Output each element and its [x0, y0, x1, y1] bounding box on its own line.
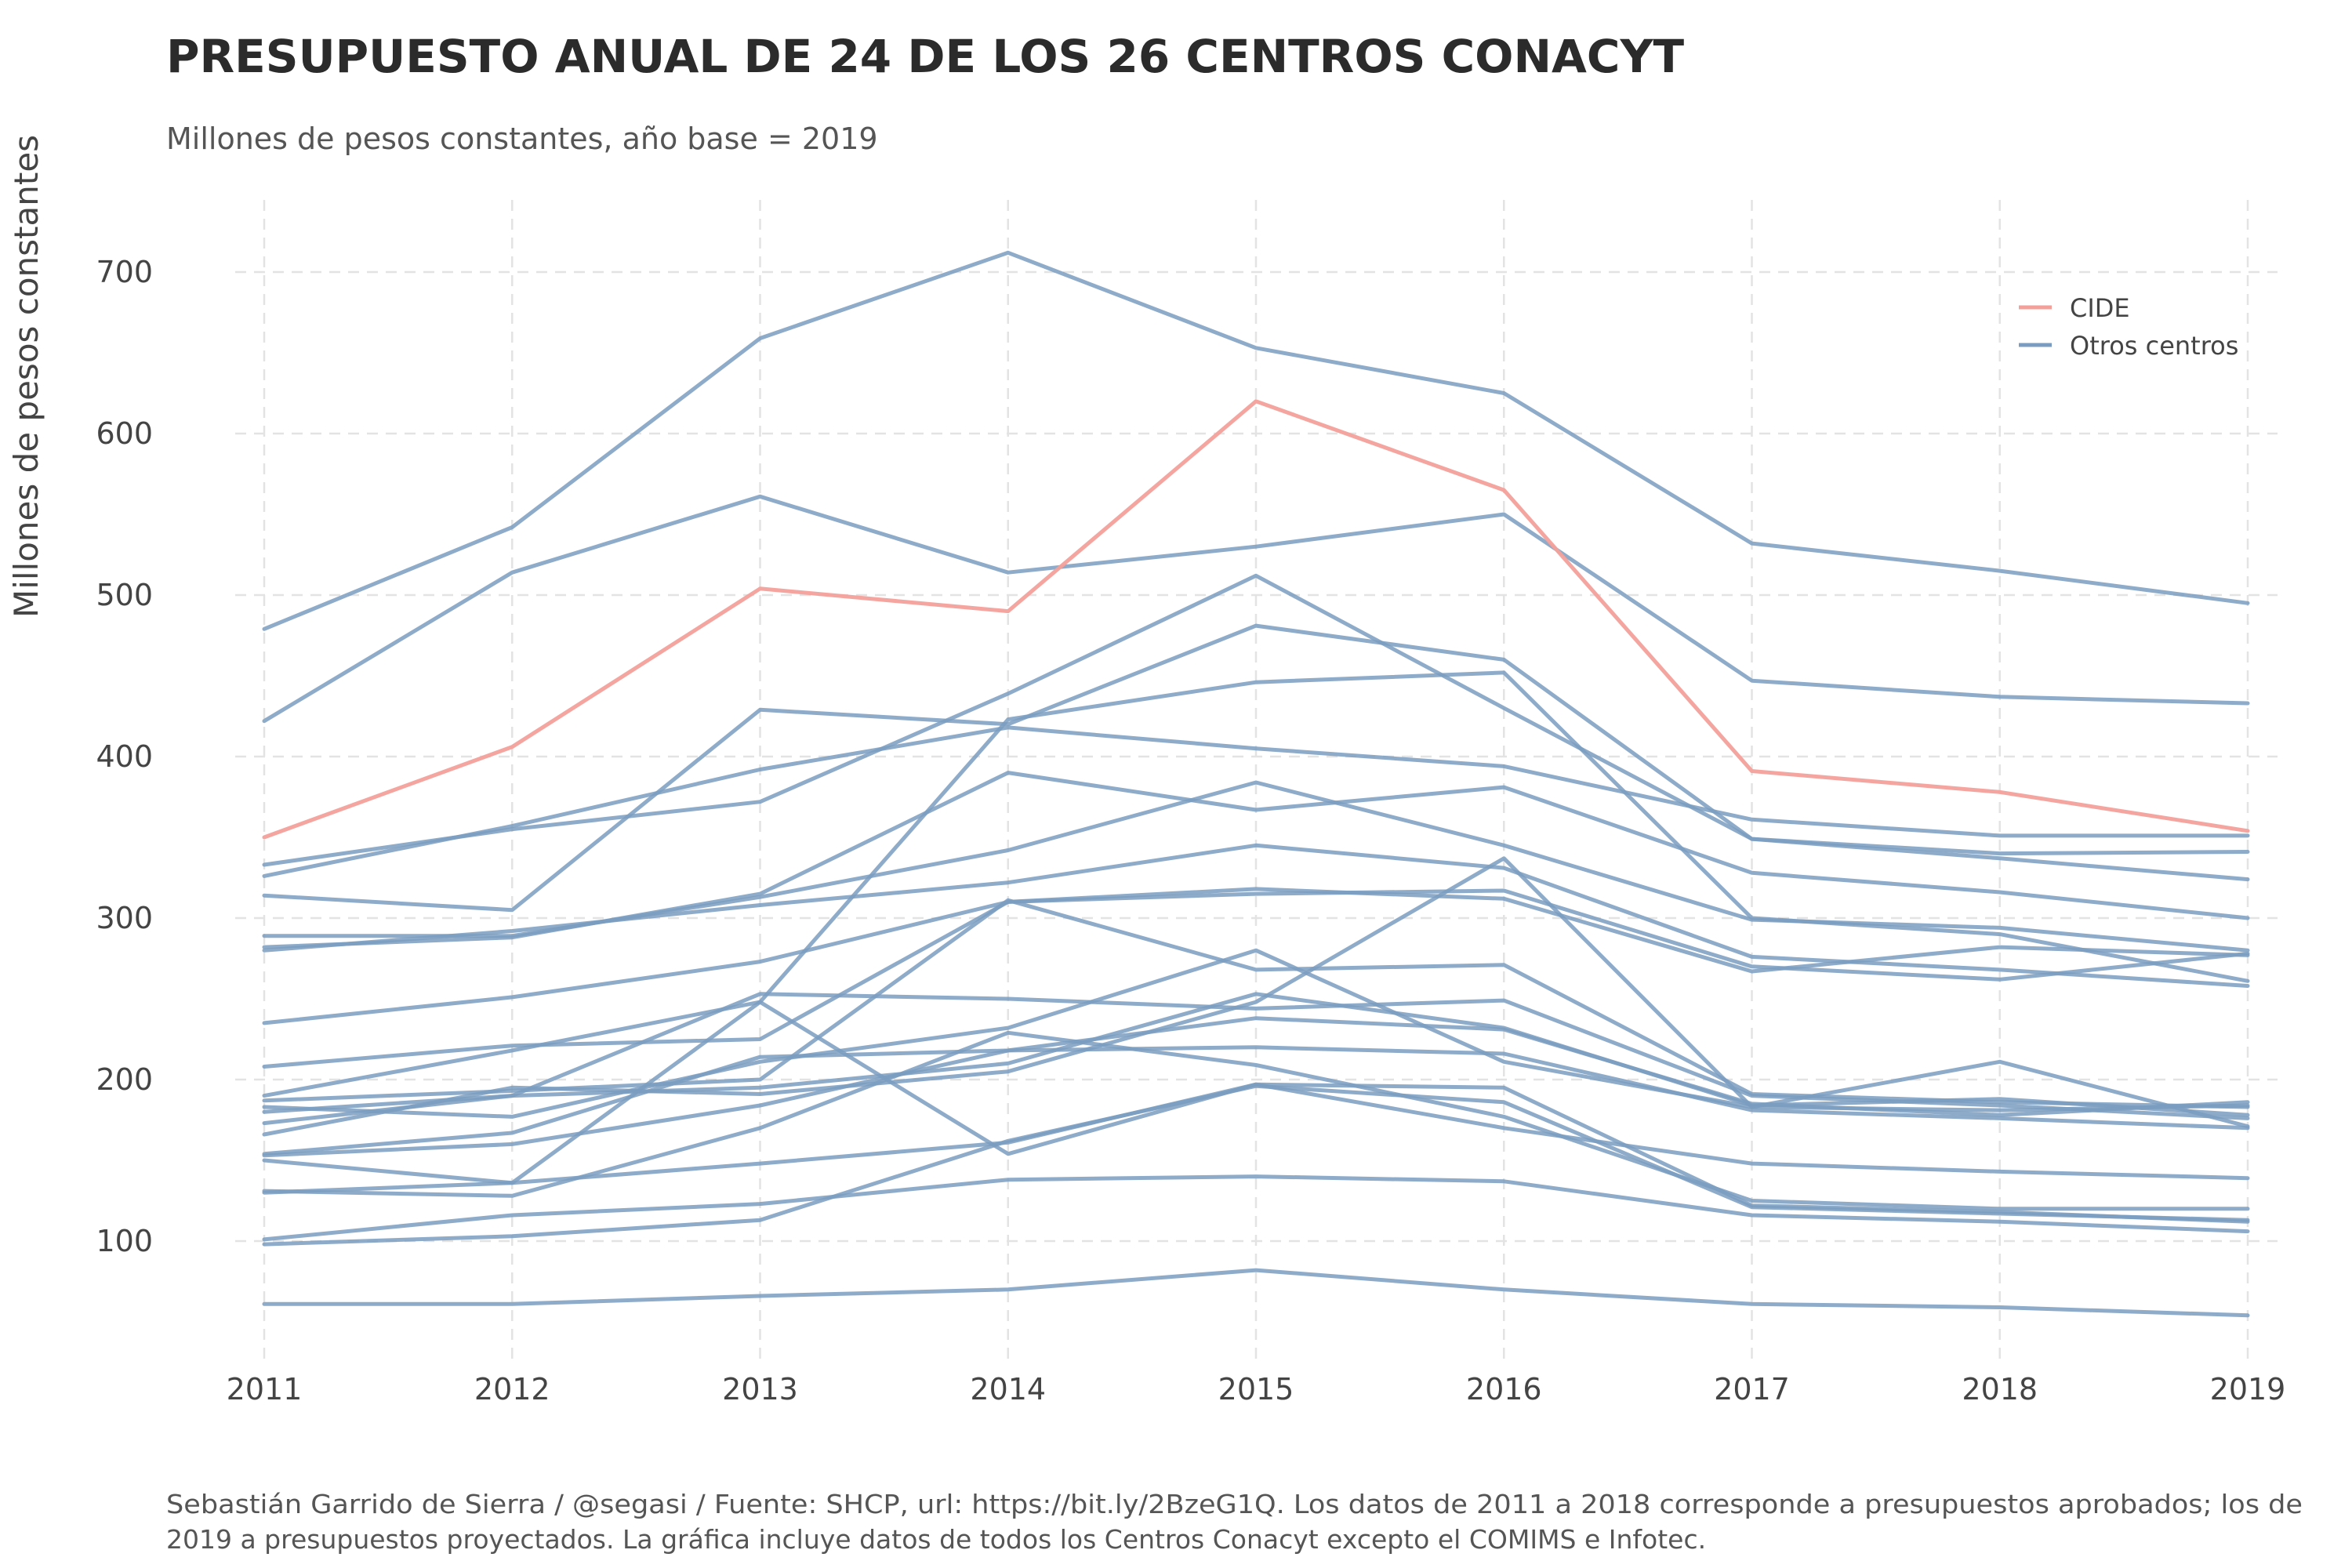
x-tick-label: 2016: [1466, 1372, 1542, 1406]
x-tick-label: 2019: [2210, 1372, 2286, 1406]
series-line-otros-centros: [262, 623, 2250, 913]
series-line-otros-centros: [262, 573, 2250, 867]
y-tick-label: 400: [96, 739, 153, 774]
series-line-otros-centros: [262, 1016, 2250, 1156]
series-line-otros-centros: [262, 948, 2250, 1119]
chart-title: PRESUPUESTO ANUAL DE 24 DE LOS 26 CENTRO…: [166, 30, 1684, 83]
y-tick-label: 600: [96, 416, 153, 451]
x-tick-label: 2013: [722, 1372, 798, 1406]
x-tick-label: 2012: [474, 1372, 550, 1406]
x-tick-label: 2017: [1714, 1372, 1790, 1406]
series-line-otros-centros: [262, 992, 2250, 1126]
x-tick-label: 2014: [970, 1372, 1046, 1406]
series-line-otros-centros: [262, 888, 2250, 1025]
series-line-otros-centros: [262, 843, 2250, 988]
series-line-otros-centros: [262, 1030, 2250, 1211]
legend: CIDE Otros centros: [2019, 293, 2238, 361]
x-tick-label: 2018: [1962, 1372, 2038, 1406]
caption-line-1: Sebastián Garrido de Sierra / @segasi / …: [166, 1489, 2303, 1519]
y-tick-label: 100: [96, 1224, 153, 1258]
series-lines: [262, 250, 2250, 1318]
series-line-otros-centros: [262, 725, 2250, 878]
y-tick-label: 300: [96, 901, 153, 935]
axis-ticks: 2011 2012 2013 2014 2015 2016 2017 2018 2019 100 2…: [96, 255, 2285, 1406]
x-tick-label: 2015: [1218, 1372, 1294, 1406]
y-axis-label: Millones de pesos constantes: [7, 135, 45, 618]
series-line-otros-centros: [262, 887, 2250, 1069]
y-tick-label: 200: [96, 1062, 153, 1097]
gridlines: [235, 200, 2278, 1360]
series-line-otros-centros: [262, 856, 2250, 1137]
x-tick-label: 2011: [227, 1372, 303, 1406]
y-tick-label: 500: [96, 578, 153, 612]
legend-label-otros-centros: Otros centros: [2070, 331, 2238, 361]
series-line-otros-centros: [262, 670, 2250, 1098]
chart-subtitle: Millones de pesos constantes, año base =…: [166, 122, 878, 156]
series-line-otros-centros: [262, 1268, 2250, 1318]
series-line-cide: [262, 399, 2250, 840]
series-line-otros-centros: [262, 1045, 2250, 1158]
series-line-otros-centros: [262, 250, 2250, 631]
caption: Sebastián Garrido de Sierra / @segasi / …: [166, 1489, 2303, 1555]
caption-line-2: 2019 a presupuestos proyectados. La gráf…: [166, 1524, 1706, 1555]
series-line-otros-centros: [262, 1083, 2250, 1247]
y-tick-label: 700: [96, 255, 153, 289]
series-line-otros-centros: [262, 494, 2250, 724]
series-line-otros-centros: [262, 1174, 2250, 1242]
legend-label-cide: CIDE: [2070, 293, 2130, 323]
